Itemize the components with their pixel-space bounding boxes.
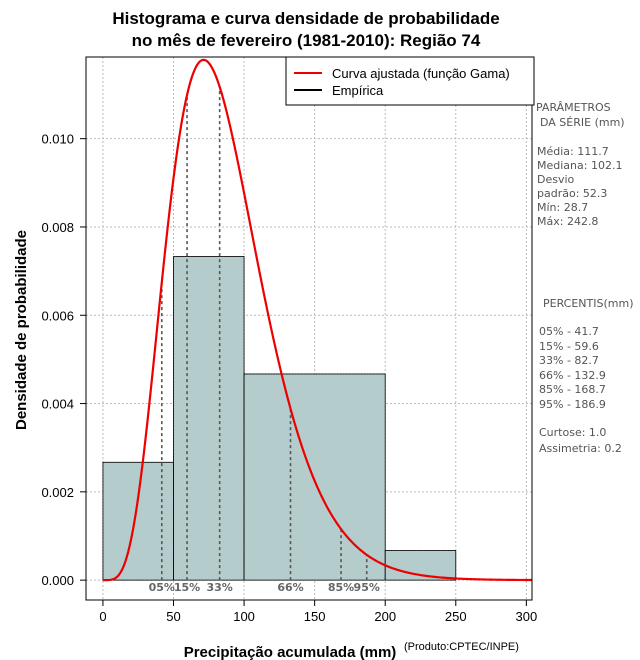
x-tick-label-5: 250 xyxy=(445,609,467,624)
percentile-label-05%: 05% xyxy=(149,581,175,594)
y-tick-label-1: 0.002 xyxy=(41,485,74,500)
percentile-label-15%: 15% xyxy=(174,581,200,594)
params-title-2: DA SÉRIE (mm) xyxy=(540,116,625,129)
histogram-bar-2 xyxy=(243,373,386,581)
percentil-95: 95% - 186.9 xyxy=(539,398,606,411)
x-tick-label-2: 100 xyxy=(233,609,255,624)
y-axis-label: Densidade de probabilidade xyxy=(13,230,30,430)
param-media: Média: 111.7 xyxy=(537,145,609,158)
percentile-label-95%: 95% xyxy=(354,581,380,594)
x-tick-label-3: 150 xyxy=(304,609,326,624)
percentil-05: 05% - 41.7 xyxy=(539,325,599,338)
legend-box xyxy=(285,56,535,106)
param-mediana: Mediana: 102.1 xyxy=(537,159,622,172)
percentil-66: 66% - 132.9 xyxy=(539,369,606,382)
x-tick-label-1: 50 xyxy=(166,609,180,624)
x-tick-label-0: 0 xyxy=(99,609,106,624)
curtose: Curtose: 1.0 xyxy=(539,426,606,439)
gamma-curve xyxy=(102,58,533,582)
param-padrao: padrão: 52.3 xyxy=(537,187,607,200)
x-tick-label-4: 200 xyxy=(374,609,396,624)
product-credit: (Produto:CPTEC/INPE) xyxy=(404,641,519,653)
percentile-markers: 05%15% 33% 66% 85% 95% xyxy=(149,86,380,594)
chart-title-line2: no mês de fevereiro (1981-2010): Região … xyxy=(132,31,481,50)
param-max: Máx: 242.8 xyxy=(537,215,598,228)
legend: Curva ajustada (função Gama) Empírica xyxy=(285,56,535,106)
legend-label-empirica: Empírica xyxy=(332,83,384,98)
y-tick-label-4: 0.008 xyxy=(41,220,74,235)
y-tick-label-2: 0.004 xyxy=(41,397,74,412)
histogram-bar-1 xyxy=(173,256,245,581)
histogram-bar-outline-3 xyxy=(384,550,457,581)
percentis-title: PERCENTIS(mm) xyxy=(543,297,634,310)
params-title-1: PARÂMETROS xyxy=(536,101,611,114)
assimetria: Assimetria: 0.2 xyxy=(539,442,622,455)
axes: 0 50 100 150 200 250 300 0.000 0.002 0.004 0.006 0.… xyxy=(41,56,538,624)
param-min: Mín: 28.7 xyxy=(537,201,588,214)
histogram-bars xyxy=(102,256,457,581)
percentile-label-33%: 33% xyxy=(206,581,232,594)
y-tick-label-5: 0.010 xyxy=(41,132,74,147)
side-panel: PARÂMETROS DA SÉRIE (mm) Média: 111.7 Me… xyxy=(536,101,634,455)
percentil-15: 15% - 59.6 xyxy=(539,340,599,353)
histogram-bar-outline-1 xyxy=(173,256,245,581)
percentile-label-66%: 66% xyxy=(277,581,303,594)
percentil-33: 33% - 82.7 xyxy=(539,354,599,367)
histogram-bar-outline-2 xyxy=(243,373,386,581)
histogram-bar-0 xyxy=(102,461,174,581)
chart-title-line1: Histograma e curva densidade de probabil… xyxy=(112,9,499,28)
percentile-label-85%: 85% xyxy=(328,581,354,594)
percentil-85: 85% - 168.7 xyxy=(539,383,606,396)
y-tick-label-3: 0.006 xyxy=(41,308,74,323)
x-axis-label: Precipitação acumulada (mm) xyxy=(184,644,397,660)
gamma-curve-group xyxy=(102,58,533,582)
legend-label-gamma: Curva ajustada (função Gama) xyxy=(332,66,510,81)
y-tick-label-0: 0.000 xyxy=(41,573,74,588)
x-tick-label-6: 300 xyxy=(516,609,538,624)
param-desvio: Desvio xyxy=(537,173,575,186)
